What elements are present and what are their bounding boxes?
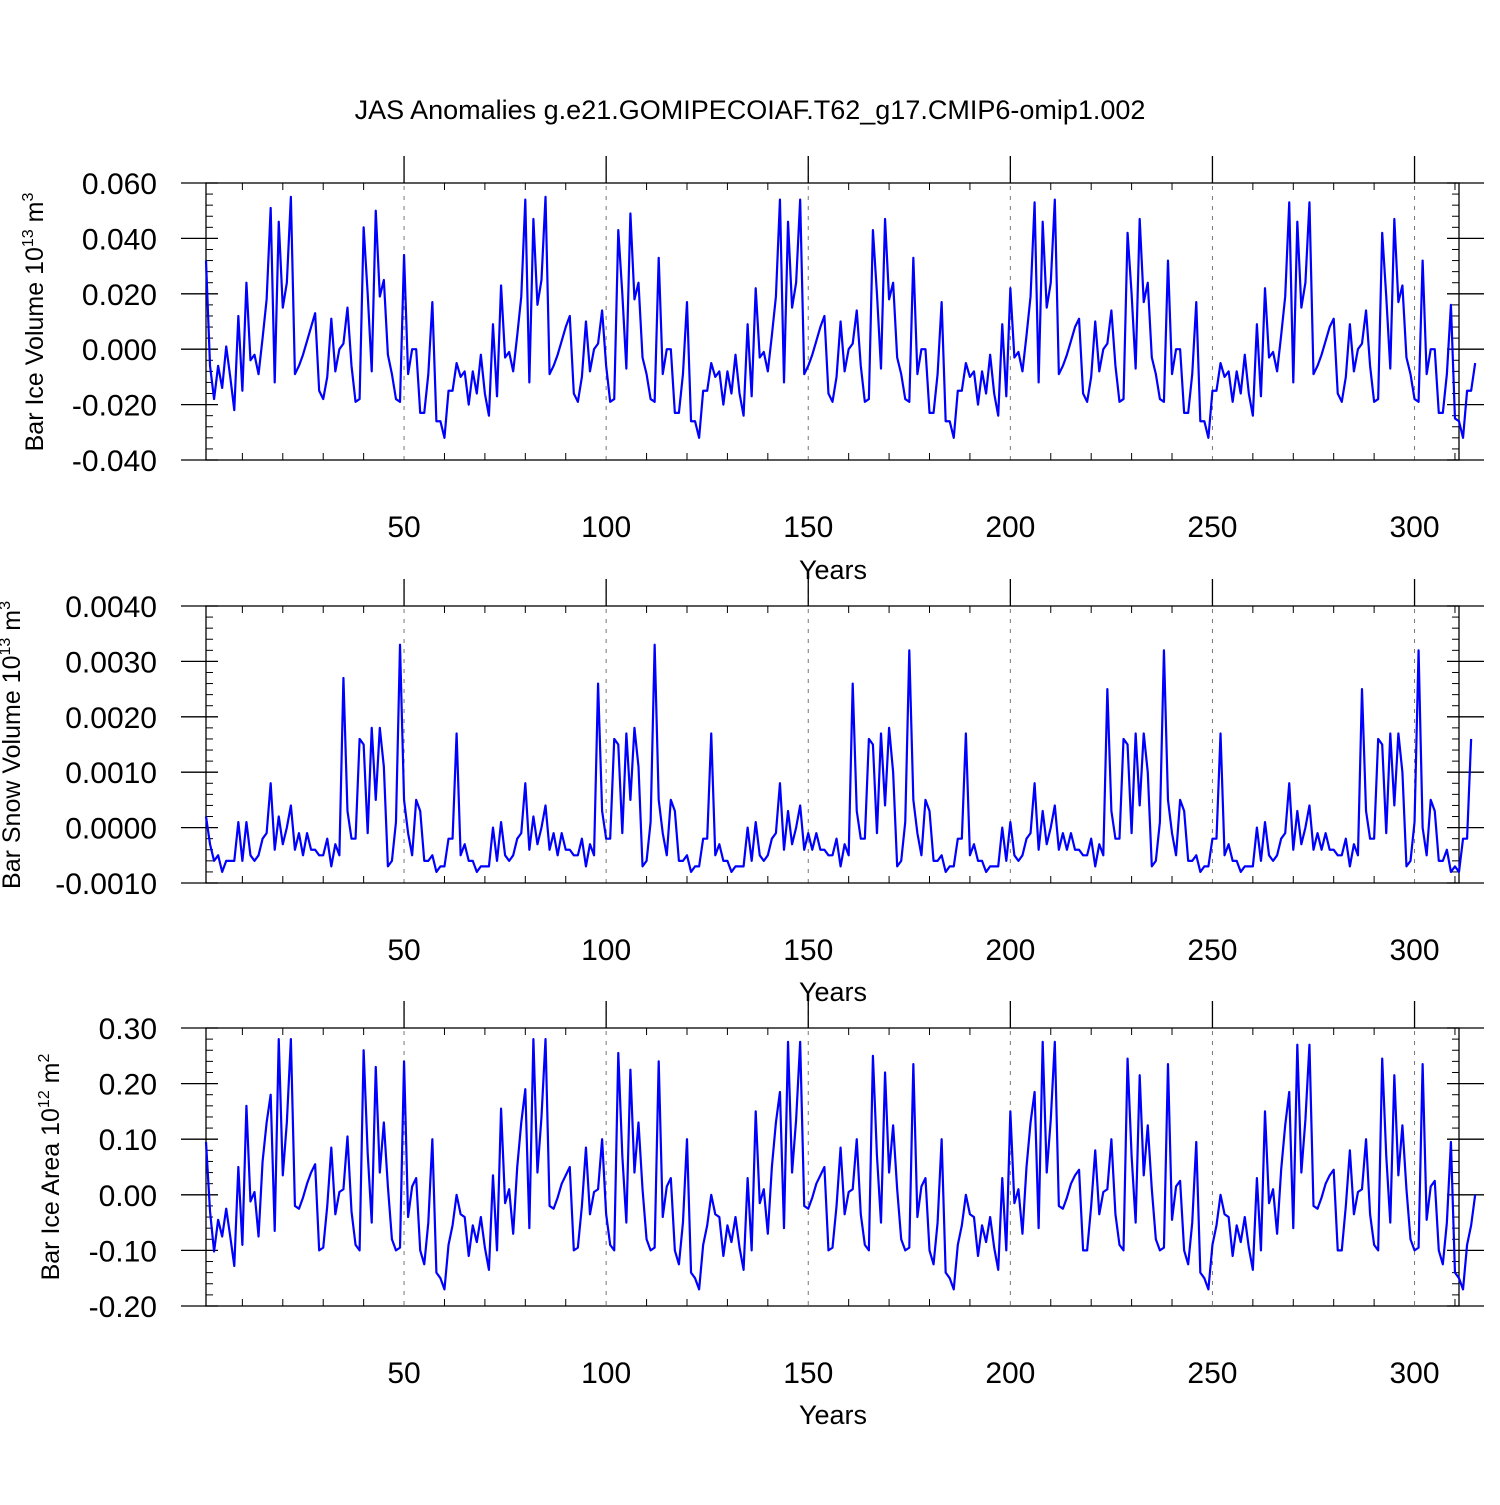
x-tick-label: 200 <box>985 511 1035 544</box>
series-line <box>204 643 1473 874</box>
y-tick-label: 0.060 <box>82 168 157 201</box>
panel-snow-volume: Years Bar Snow Volume 1013 m3 -0.0010 0.0… <box>0 579 1484 1007</box>
y-tick-label: 0.0020 <box>65 702 157 735</box>
x-tick-label: 200 <box>985 934 1035 967</box>
x-tick-label: 150 <box>783 1357 833 1390</box>
series-line <box>204 1038 1477 1291</box>
y-axis-label: Bar Snow Volume 1013 m3 <box>0 601 26 889</box>
y-tick-label: -0.020 <box>72 390 157 423</box>
y-tick-label: 0.30 <box>99 1013 157 1046</box>
x-tick-label: 250 <box>1187 1357 1237 1390</box>
y-tick-label: 0.000 <box>82 334 157 367</box>
x-tick-label: 250 <box>1187 934 1237 967</box>
x-tick-label: 250 <box>1187 511 1237 544</box>
x-tick-label: 50 <box>387 934 420 967</box>
x-axis-label: Years <box>799 555 867 585</box>
panel-ice-area: Years Bar Ice Area 1012 m2 -0.20 -0.10 0.0… <box>36 1001 1484 1430</box>
y-tick-label: 0.020 <box>82 279 157 312</box>
y-tick-label: -0.10 <box>89 1235 157 1268</box>
x-tick-label: 300 <box>1390 511 1440 544</box>
x-tick-label: 200 <box>985 1357 1035 1390</box>
series-line <box>204 195 1477 439</box>
plot-frame <box>205 605 1460 884</box>
x-tick-label: 100 <box>581 934 631 967</box>
y-tick-label: -0.20 <box>89 1291 157 1324</box>
y-tick-label: -0.040 <box>72 445 157 478</box>
x-tick-label: 100 <box>581 1357 631 1390</box>
x-tick-label: 150 <box>783 511 833 544</box>
y-tick-label: 0.040 <box>82 223 157 256</box>
y-tick-label: 0.0040 <box>65 591 157 624</box>
x-tick-label: 300 <box>1390 1357 1440 1390</box>
y-axis-label: Bar Ice Area 1012 m2 <box>36 1054 65 1281</box>
y-tick-label: 0.20 <box>99 1069 157 1102</box>
x-tick-label: 50 <box>387 511 420 544</box>
plot-frame <box>205 182 1460 461</box>
x-axis-label: Years <box>799 1400 867 1430</box>
x-tick-label: 300 <box>1390 934 1440 967</box>
y-tick-label: 0.00 <box>99 1180 157 1213</box>
y-tick-label: 0.0030 <box>65 646 157 679</box>
x-axis-label: Years <box>799 977 867 1007</box>
y-tick-label: 0.0000 <box>65 813 157 846</box>
y-tick-label: 0.0010 <box>65 757 157 790</box>
x-tick-label: 100 <box>581 511 631 544</box>
chart-title: JAS Anomalies g.e21.GOMIPECOIAF.T62_g17.… <box>355 95 1146 125</box>
y-axis-label: Bar Ice Volume 1013 m3 <box>20 193 49 452</box>
y-tick-label: 0.10 <box>99 1124 157 1157</box>
x-tick-label: 50 <box>387 1357 420 1390</box>
y-tick-label: -0.0010 <box>55 868 157 901</box>
panel-ice-volume: Years Bar Ice Volume 1013 m3 -0.040 -0.02… <box>20 156 1484 585</box>
plot-frame <box>205 1027 1460 1307</box>
x-tick-label: 150 <box>783 934 833 967</box>
